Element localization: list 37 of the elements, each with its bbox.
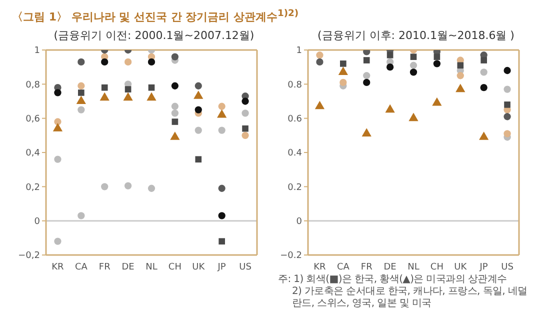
chart-title: 〈그림 1〉 우리나라 및 선진국 간 장기금리 상관계수$^{1)2)}$ [12, 8, 299, 25]
x-tick-label: JP [478, 262, 488, 272]
y-tick-label: 0.4 [288, 148, 302, 159]
x-tick-label: US [239, 262, 252, 272]
x-tick-label: US [501, 262, 514, 272]
y-tick-label: 0.2 [288, 182, 302, 193]
y-tick-label: 1 [296, 46, 302, 56]
x-tick-label: NL [408, 262, 420, 272]
y-tick-label: 0.6 [288, 114, 302, 125]
y-tick-label: 0 [296, 217, 302, 228]
x-tick-label: UK [192, 262, 206, 272]
y-tick-label: 0.8 [288, 80, 302, 90]
x-tick-label: KR [314, 262, 326, 272]
chart-subtitle: (금융위기 이후: 2010.1월~2018.6월 ) [316, 28, 516, 43]
y-tick-label: −0.2 [280, 251, 302, 262]
y-tick-label: 0,8 [26, 80, 40, 90]
x-tick-label: KR [52, 262, 64, 272]
x-tick-label: FR [360, 262, 372, 272]
y-tick-label: 0,6 [26, 114, 40, 125]
x-tick-label: CH [168, 262, 182, 272]
text: 주: 1) 회색(■)은 한국, 황색(▲)은 미국과의 상관계수 [278, 274, 508, 286]
x-tick-label: DE [384, 262, 397, 272]
y-tick-label: 0,2 [26, 182, 40, 193]
y-tick-label: −0,2 [18, 251, 40, 262]
chart-subtitle: (금융위기 이전: 2000.1월~2007.12월) [52, 28, 256, 43]
x-tick-label: FR [98, 262, 110, 272]
y-tick-label: 1 [34, 46, 40, 56]
text: 2) 가로축은 순서대로 한국, 캐나다, 프랑스, 독일, 네덜란드, 스위스, 영국, 일본 및 미국 [291, 286, 528, 310]
x-tick-label: CA [74, 262, 88, 272]
x-tick-label: CA [336, 262, 350, 272]
x-tick-label: JP [216, 262, 226, 272]
y-tick-label: 0,4 [26, 148, 40, 159]
x-tick-label: NL [146, 262, 158, 272]
x-tick-label: DE [122, 262, 135, 272]
y-tick-label: 0 [34, 217, 40, 228]
x-tick-label: UK [454, 262, 468, 272]
x-tick-label: CH [430, 262, 444, 272]
